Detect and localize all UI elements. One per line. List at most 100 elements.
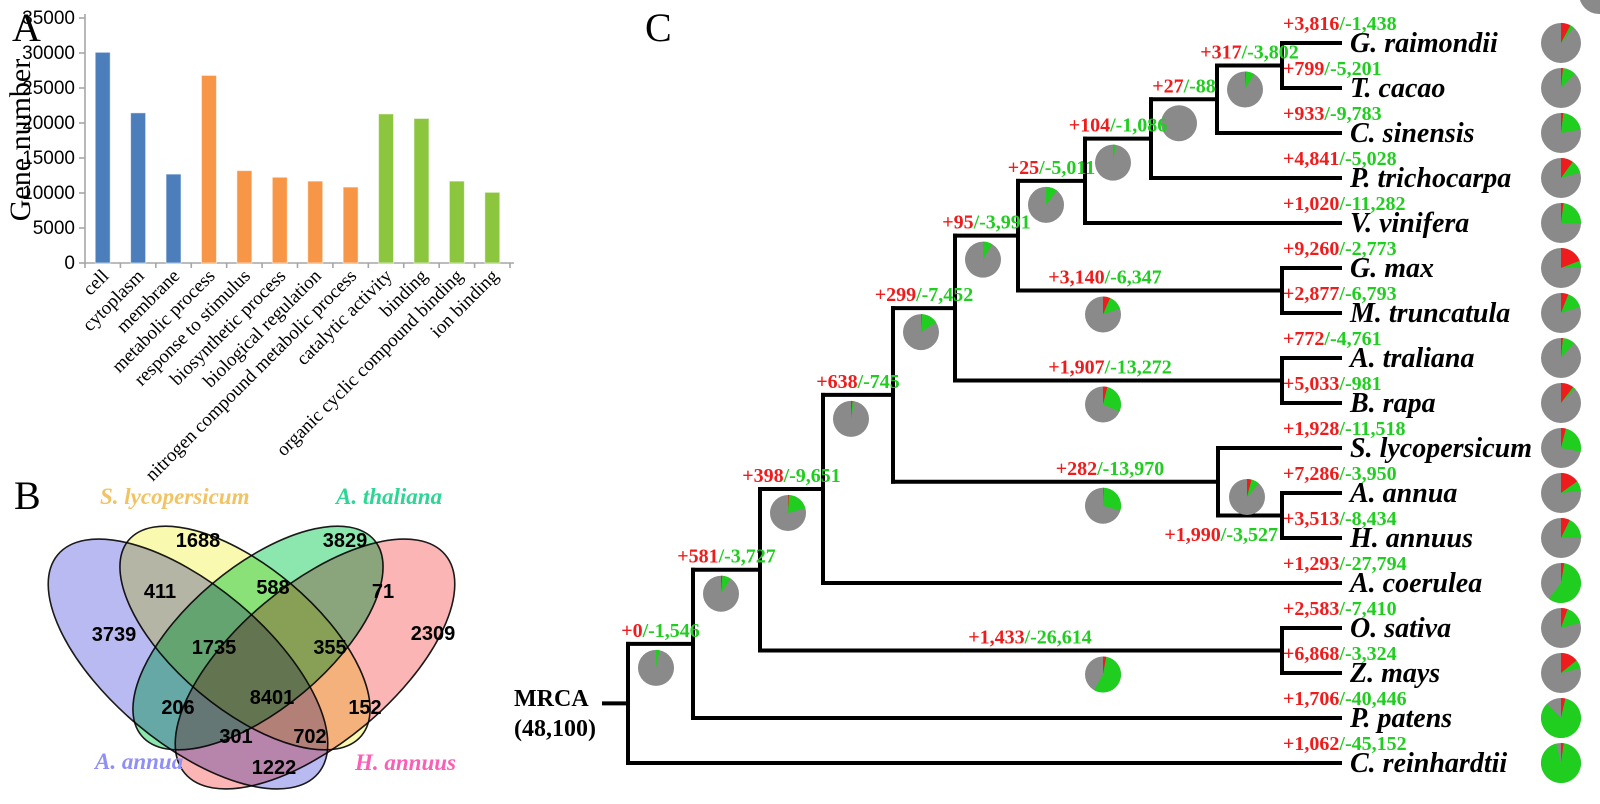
species-name-g-raimondii: G. raimondii — [1350, 28, 1498, 59]
node-pie-D — [833, 400, 869, 437]
y-tick-label: 0 — [64, 253, 75, 274]
gainloss-c-reinhardtii: +1,062/-45,152 — [1283, 733, 1407, 755]
species-pie-p-patens — [1541, 698, 1582, 738]
gainloss-node-F: +95/-3,991 — [942, 212, 1031, 234]
bar-binding — [413, 117, 430, 264]
y-tick-label: 30000 — [22, 43, 75, 64]
venn-count-only_athal: 3829 — [323, 530, 368, 552]
gainloss-node-A: +0/-1,546 — [621, 620, 700, 642]
node-pie-C — [770, 494, 806, 531]
venn-set-label-s-lycopersicum: S. lycopersicum — [100, 484, 250, 509]
species-pie-h-annuus — [1541, 518, 1581, 558]
species-pie-v-vinifera — [1541, 203, 1582, 243]
species-name-a-coerulea: A. coerulea — [1348, 568, 1482, 599]
gainloss-node-G: +25/-5,011 — [1008, 157, 1096, 179]
node-pie-A — [638, 649, 674, 686]
bar-cytoplasm — [130, 112, 147, 264]
bar-ion-binding — [484, 191, 501, 264]
gainloss-node-E: +299/-7,452 — [875, 284, 974, 306]
gainloss-node-H: +104/-1,086 — [1069, 115, 1168, 137]
node-pie-J — [1227, 71, 1263, 108]
venn-count-slyc_hann: 152 — [348, 697, 381, 719]
venn-ellipse-hann — [174, 538, 456, 790]
species-name-c-reinhardtii: C. reinhardtii — [1350, 748, 1507, 779]
gainloss-h-annuus: +3,513/-8,434 — [1283, 508, 1397, 530]
gainloss-c-sinensis: +933/-9,783 — [1283, 103, 1382, 125]
venn-count-slyc_athal: 588 — [256, 577, 289, 599]
gainloss-s-lycopersicum: +1,928/-11,518 — [1283, 418, 1406, 440]
venn-count-aann_slyc_athal: 1735 — [192, 637, 237, 659]
venn-count-aann_hann: 1222 — [252, 757, 297, 779]
node-pie-O — [1085, 656, 1122, 693]
species-name-p-trichocarpa: P. trichocarpa — [1349, 163, 1511, 194]
species-pie-m-truncatula — [1541, 293, 1581, 333]
panel-b-label: B — [14, 473, 41, 518]
species-pie-g-max — [1541, 248, 1581, 288]
gainloss-v-vinifera: +1,020/-11,282 — [1283, 193, 1406, 215]
species-name-z-mays: Z. mays — [1349, 658, 1440, 689]
gainloss-a-traliana: +772/-4,761 — [1283, 328, 1382, 350]
panel-b-venn: 1688 3829 3739 2309 411 588 71 206 152 1222 1735 35… — [47, 525, 456, 790]
bar-metabolic-process — [200, 74, 217, 264]
y-axis-title: Gene number — [4, 59, 37, 221]
bar-organic-cyclic-compound-binding — [448, 180, 465, 264]
species-name-o-sativa: O. sativa — [1350, 613, 1451, 644]
venn-set-label-a-annua: A. annua — [95, 749, 184, 774]
bar-nitrogen-compound-metabolic-process — [342, 186, 359, 264]
venn-count-all_four: 8401 — [250, 687, 295, 709]
node-pie-G — [1028, 186, 1064, 223]
gainloss-b-rapa: +5,033/-981 — [1283, 373, 1382, 395]
venn-set-label-a-thaliana: A. thaliana — [336, 484, 443, 509]
species-name-g-max: G. max — [1350, 253, 1434, 284]
node-pie-H — [1095, 144, 1131, 181]
gainloss-a-annua: +7,286/-3,950 — [1283, 463, 1397, 485]
bar-response-to-stimulus — [236, 170, 253, 264]
species-name-h-annuus: H. annuus — [1349, 523, 1473, 554]
mrca-title: MRCA — [514, 686, 589, 712]
mrca-count: (48,100) — [514, 716, 596, 742]
gainloss-m-truncatula: +2,877/-6,793 — [1283, 283, 1397, 305]
y-tick-label: 15000 — [22, 148, 75, 169]
y-tick-label: 25000 — [22, 78, 75, 99]
species-pie-t-cacao — [1541, 68, 1581, 108]
species-pie-a-annua — [1541, 473, 1581, 513]
bar-biological-regulation — [307, 180, 324, 264]
species-name-m-truncatula: M. truncatula — [1349, 298, 1510, 329]
mrca-label: MRCA (48,100) — [514, 684, 596, 744]
species-name-t-cacao: T. cacao — [1350, 73, 1445, 104]
venn-count-aann_athal_hann: 301 — [219, 726, 252, 748]
venn-count-only_slyc: 1688 — [176, 530, 221, 552]
gainloss-node-D: +638/-745 — [816, 371, 900, 393]
gainloss-t-cacao: +799/-5,201 — [1283, 58, 1382, 80]
species-pie-c-reinhardtii — [1541, 743, 1582, 783]
venn-set-label-h-annuus: H. annuus — [355, 750, 457, 775]
venn-count-only_hann: 2309 — [411, 623, 456, 645]
species-name-p-patens: P. patens — [1349, 703, 1452, 734]
species-pie-a-traliana — [1541, 338, 1581, 378]
species-pie-s-lycopersicum — [1541, 428, 1581, 468]
gainloss-g-raimondii: +3,816/-1,438 — [1283, 13, 1397, 35]
y-tick-label: 5000 — [33, 218, 75, 239]
panel-c-label: C — [645, 5, 672, 50]
gainloss-node-B: +581/-3,727 — [677, 546, 776, 568]
gainloss-g-max: +9,260/-2,773 — [1283, 238, 1397, 260]
venn-count-athal_hann: 71 — [372, 581, 394, 603]
venn-count-aann_slyc_hann: 702 — [293, 726, 326, 748]
panel-a-bar-chart: 05000100001500020000250003000035000cellc… — [4, 8, 514, 485]
bar-membrane — [165, 173, 182, 264]
venn-count-aann_athal: 206 — [161, 697, 194, 719]
y-tick-label: 35000 — [22, 8, 75, 29]
bar-catalytic-activity — [378, 113, 395, 264]
gainloss-node-K: +3,140/-6,347 — [1048, 267, 1162, 289]
venn-count-only_aann: 3739 — [92, 624, 137, 646]
gainloss-node-O: +1,433/-26,614 — [968, 627, 1092, 649]
species-pie-z-mays — [1541, 653, 1581, 693]
gainloss-node-M: +282/-13,970 — [1056, 458, 1165, 480]
gainloss-node-J: +317/-3,802 — [1200, 42, 1299, 64]
species-pie-p-trichocarpa — [1541, 158, 1581, 198]
venn-count-slyc_athal_hann: 355 — [313, 637, 346, 659]
species-pie-c-sinensis — [1541, 113, 1581, 153]
species-pie-g-raimondii — [1541, 23, 1581, 63]
